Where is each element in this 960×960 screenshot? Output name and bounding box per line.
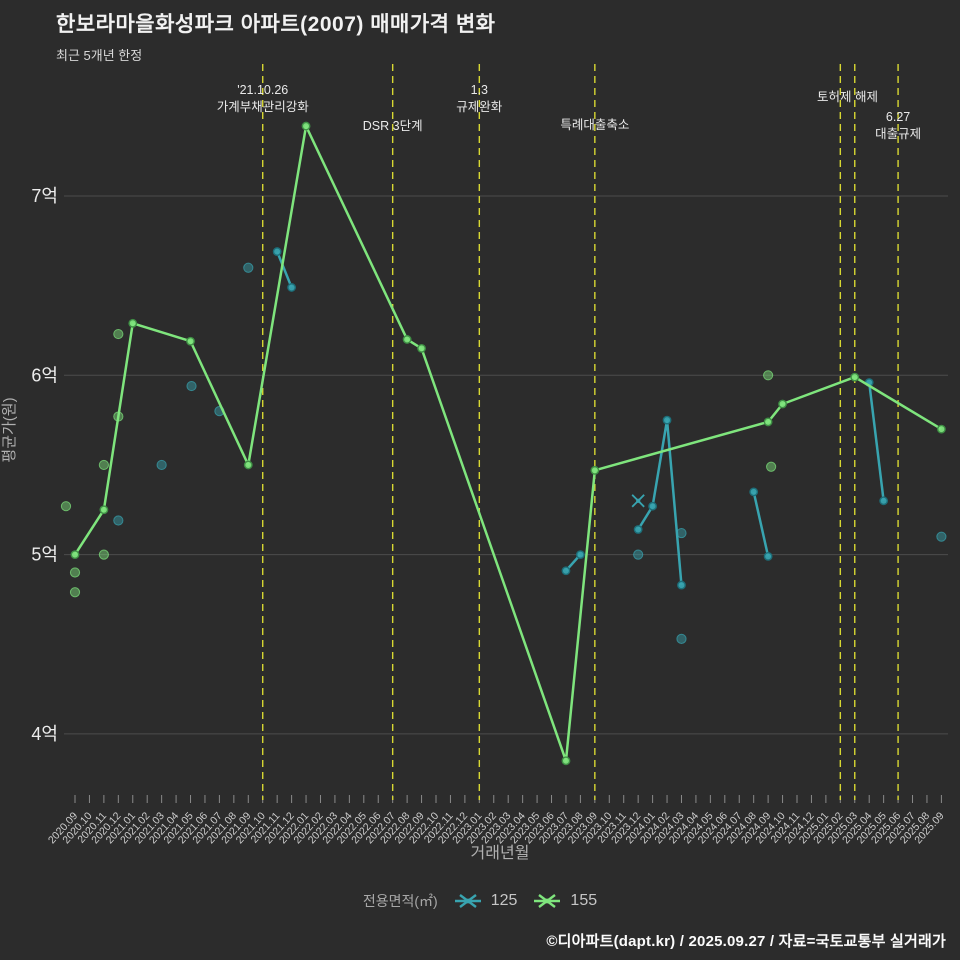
avg-price-line xyxy=(752,491,770,557)
legend-series-name: 125 xyxy=(490,892,518,909)
line-vertex-marker xyxy=(99,505,109,515)
line-vertex-marker xyxy=(287,283,296,292)
legend-series-name: 155 xyxy=(570,892,598,909)
y-tick-label: 6억 xyxy=(31,365,58,385)
source-credit: ©디아파트(dapt.kr) / 2025.09.27 / 자료=국토교통부 실… xyxy=(546,933,946,950)
chart-legend: 전용면적(㎡) 125 155 xyxy=(0,891,960,911)
avg-price-line xyxy=(276,251,293,288)
series-155 xyxy=(60,121,946,766)
x-axis-title: 거래년월 xyxy=(471,844,530,862)
transaction-dot xyxy=(69,587,81,598)
page-subtitle: 최근 5개년 한정 xyxy=(56,48,143,63)
transaction-dot xyxy=(186,380,197,392)
line-vertex-marker xyxy=(749,487,759,497)
legend-item-125[interactable]: 125 xyxy=(454,892,518,910)
line-vertex-marker xyxy=(662,415,672,425)
avg-price-line xyxy=(73,124,943,763)
event-label: 대출규제 xyxy=(875,127,921,141)
y-grid: 7억 6억 5억 4억 xyxy=(31,186,948,744)
transaction-dot xyxy=(98,459,109,471)
asterisk-marker-icon xyxy=(454,894,481,908)
line-vertex-marker xyxy=(417,344,426,353)
line-vertex-marker xyxy=(648,501,657,511)
asterisk-marker-icon xyxy=(534,894,561,908)
legend-title: 전용면적(㎡) xyxy=(362,893,438,909)
transaction-dot xyxy=(763,370,774,381)
transaction-dot xyxy=(936,531,947,542)
line-vertex-marker xyxy=(561,756,571,766)
avg-price-line xyxy=(637,418,683,586)
line-vertex-marker xyxy=(402,335,412,344)
event-label: 특례대출축소 xyxy=(560,118,629,132)
avg-price-line xyxy=(867,382,885,501)
line-vertex-marker xyxy=(128,318,138,328)
transaction-dot xyxy=(766,461,777,472)
event-label: 규제완화 xyxy=(456,100,503,114)
line-vertex-marker xyxy=(576,550,585,559)
line-vertex-marker xyxy=(243,460,253,470)
line-vertex-marker xyxy=(763,417,773,427)
line-vertex-marker xyxy=(561,566,571,576)
x-axis: 2020.092020.102020.112020.122021.012021.… xyxy=(46,795,947,846)
line-vertex-marker xyxy=(879,496,889,506)
line-vertex-marker xyxy=(763,551,773,561)
chart-header: 한보라마을화성파크 아파트(2007) 매매가격 변화 최근 5개년 한정 xyxy=(56,8,495,64)
transaction-dot xyxy=(633,549,644,560)
line-vertex-marker xyxy=(778,399,787,409)
series-125 xyxy=(113,247,947,644)
event-label: DSR 3단계 xyxy=(363,119,423,133)
line-vertex-marker xyxy=(70,550,80,559)
transaction-dot xyxy=(98,549,109,560)
legend-item-155[interactable]: 155 xyxy=(533,892,597,910)
event-label: 토허제 해제 xyxy=(817,90,878,104)
line-vertex-marker xyxy=(186,336,195,346)
line-vertex-marker xyxy=(590,465,600,475)
event-label: 가계부채관리강화 xyxy=(217,100,310,114)
transaction-dot xyxy=(113,328,124,340)
transaction-dot xyxy=(60,501,72,512)
line-vertex-marker xyxy=(633,525,643,534)
transaction-dot xyxy=(156,459,167,471)
cancelled-transaction-x xyxy=(631,494,645,508)
line-vertex-marker xyxy=(937,424,946,434)
y-tick-label: 7억 xyxy=(31,186,58,206)
event-label: 1.3 xyxy=(471,83,488,97)
price-chart-canvas: 7억 6억 5억 4억 평균가(원) 2020.092020.102020.112020.… xyxy=(1,64,948,862)
line-vertex-marker xyxy=(850,372,860,382)
transaction-dot xyxy=(243,262,254,273)
y-tick-label: 5억 xyxy=(31,545,58,565)
transaction-dot xyxy=(113,515,124,526)
transaction-dot xyxy=(69,567,81,578)
line-vertex-marker xyxy=(677,580,686,590)
page-title: 한보라마을화성파크 아파트(2007) 매매가격 변화 xyxy=(56,13,496,36)
y-axis-title: 평균가(원) xyxy=(1,397,18,462)
event-label: 6.27 xyxy=(886,110,910,124)
y-tick-label: 4억 xyxy=(31,724,58,744)
event-label: '21.10.26 xyxy=(237,83,288,97)
line-vertex-marker xyxy=(301,121,311,131)
line-vertex-marker xyxy=(272,247,282,256)
transaction-dot xyxy=(676,633,687,644)
